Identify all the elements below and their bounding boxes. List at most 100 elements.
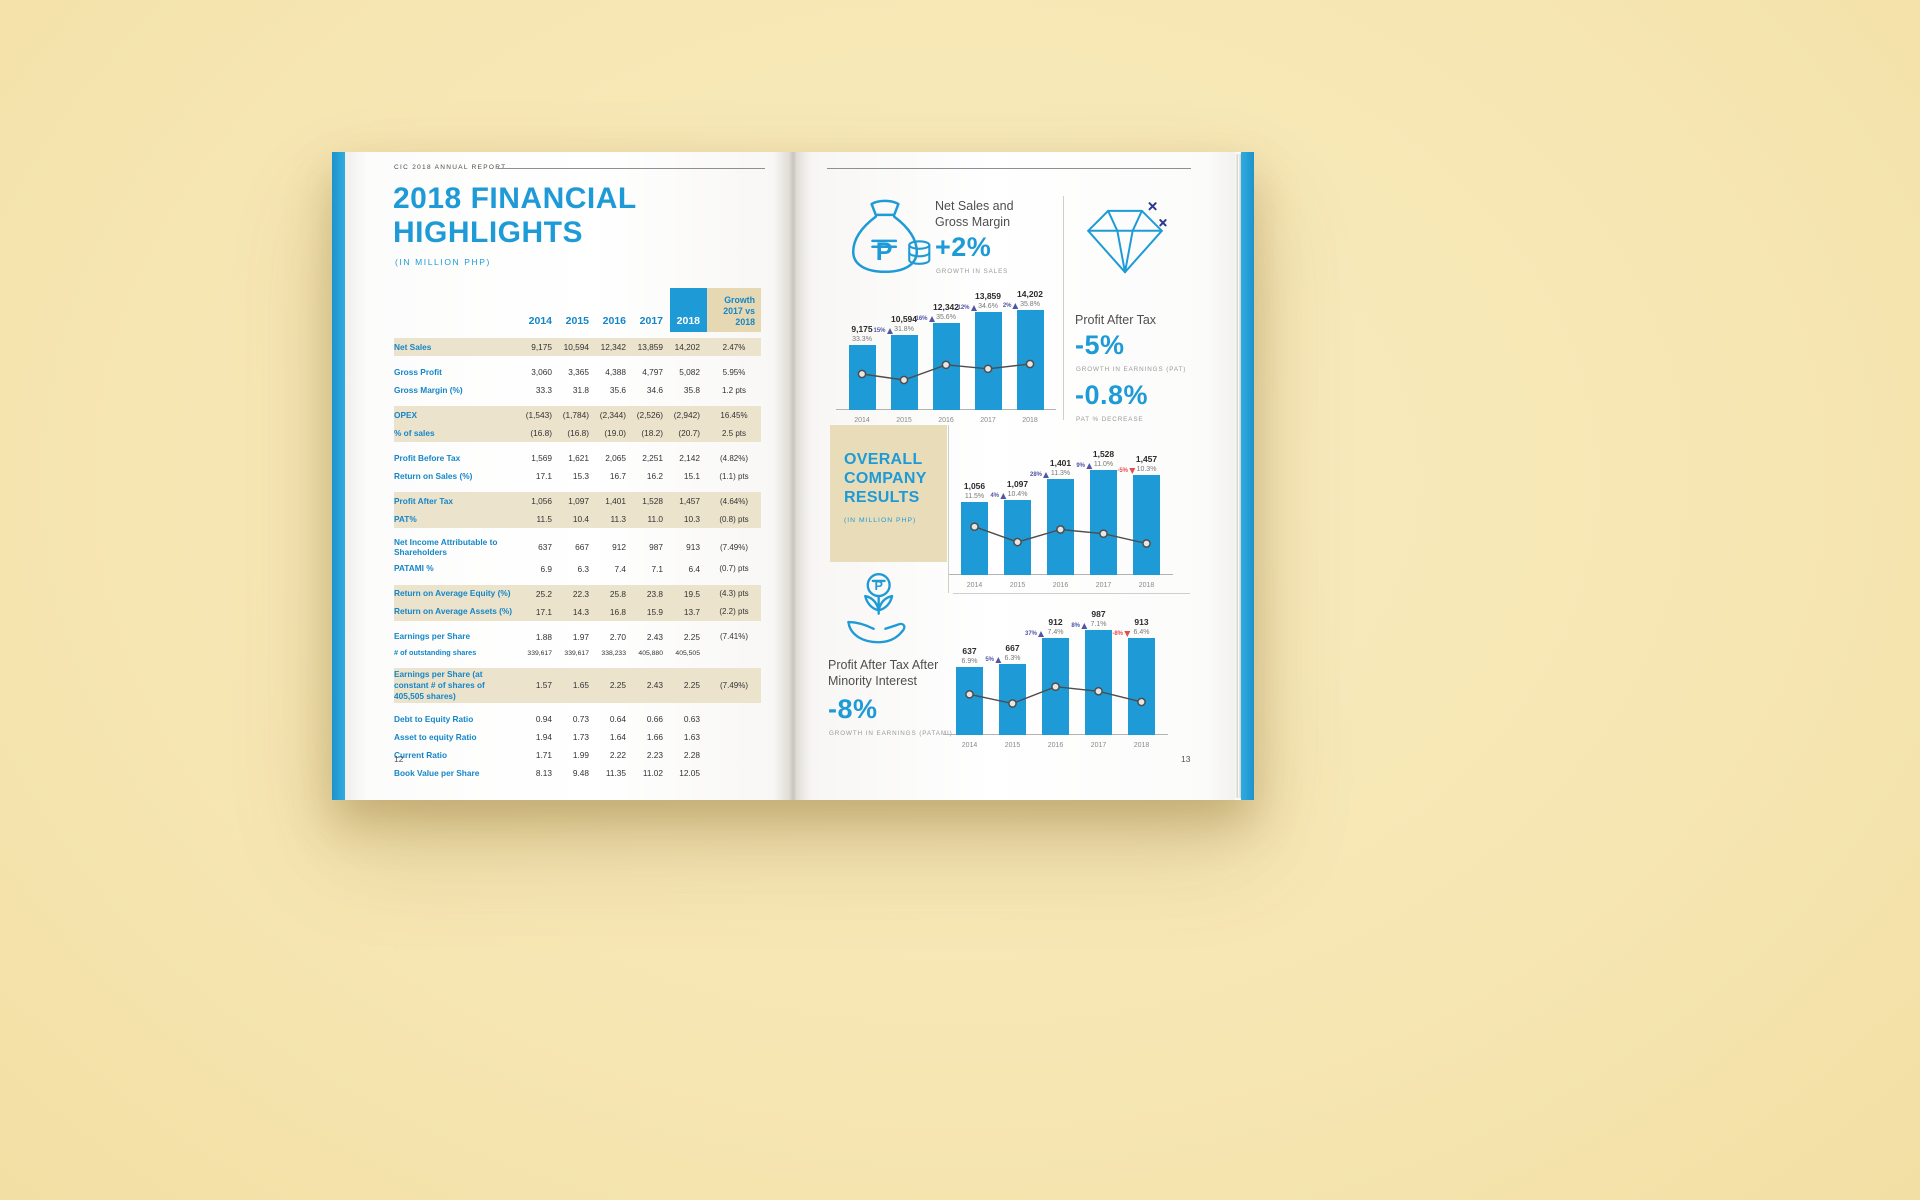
row-label: Earnings per Share [394,631,471,642]
row-label: Gross Margin (%) [394,384,463,395]
row-value: 10.3 [683,514,700,524]
row-value: 35.6 [609,385,626,395]
patami-chart: 637 6.9% 2014 667 6.3% 2015 912 7.4% 2016 987 7.1%… [943,594,1168,751]
row-value: 15.1 [683,471,700,481]
row-value: 338,233 [601,649,626,657]
row-label: Asset to equity Ratio [394,731,477,742]
running-header: CIC 2018 ANNUAL REPORT [394,164,507,171]
row-value: 11.0 [647,514,663,524]
row-value: 1.64 [609,731,626,742]
axis-year-label: 2017 [1095,582,1112,589]
chart-bar [1085,630,1112,735]
row-value: 637 [538,542,552,553]
axis-year-label: 2016 [1047,742,1064,749]
row-value: 2,065 [605,453,626,463]
growth-arrow-label: 2% [1002,303,1012,309]
row-value: 2.25 [609,680,626,691]
bar-percent-label: 11.0% [1093,461,1114,468]
row-value: 5,082 [679,367,700,377]
axis-year-label: 2017 [980,417,996,424]
growth-arrow-label: 16% [915,316,928,322]
overall-results-title: OVERALL COMPANY RESULTS [844,451,947,508]
table-row: Net Sales 9,175 10,594 12,342 13,859 14,202 2.… [394,338,761,356]
pat-growth-stat: -5% [1075,330,1125,360]
row-value: 4,797 [642,367,663,377]
pat-growth-caption: GROWTH IN EARNINGS (PAT) [1076,366,1187,373]
row-value: (2,344) [599,410,626,420]
row-label: PAT% [394,513,417,524]
year-header: 2018 [670,288,707,332]
bar-value-label: 1,528 [1092,449,1115,459]
pat-decrease-caption: PAT % DECREASE [1076,416,1144,423]
row-value: 9.48 [572,767,589,778]
row-value: 10,594 [563,342,589,352]
pat-decrease-stat: -0.8% [1075,380,1149,410]
row-value: 7.1 [651,563,663,574]
chart-bar [1047,479,1074,575]
row-value: 0.63 [683,713,700,724]
bar-percent-label: 35.8% [1020,301,1040,308]
annual-report-spread: CIC 2018 ANNUAL REPORT 2018 FINANCIAL HI… [332,152,1254,800]
table-row: Earnings per Share (at constant # of sha… [394,667,761,703]
chart-bar [1133,475,1160,575]
table-row: Profit After Tax 1,056 1,097 1,401 1,528 1,45… [394,492,761,510]
table-row: Net Income Attributable to Shareholders 6… [394,535,761,560]
row-growth-value: 2.47% [722,342,746,352]
patami-title: Profit After Tax After Minority Interest [828,657,938,690]
page-stack-edge [1235,154,1241,798]
growth-arrow-label: 12% [957,305,970,311]
bar-percent-label: 31.8% [894,326,914,333]
table-row: Gross Margin (%) 33.3 31.8 35.6 34.6 35.8 1.2 … [394,381,761,399]
row-value: 35.8 [683,385,700,395]
row-growth-value: 1.2 pts [721,385,746,395]
row-value: 14.3 [572,606,589,617]
table-header: 2014 2015 2016 2017 2018 Growth 2017 vs 2018 [394,288,761,332]
chart-bar [1042,638,1069,735]
growth-arrow: 12% [957,305,977,311]
page-subtitle: (IN MILLION PHP) [395,257,491,267]
table-row: % of sales (16.8) (16.8) (19.0) (18.2) (20.7)… [394,424,761,442]
growth-arrow: -8% [1112,631,1130,637]
running-header-rule-right [827,168,1191,169]
growth-arrow: 15% [873,328,893,334]
row-label: # of outstanding shares [394,648,477,658]
axis-year-label: 2016 [938,417,954,424]
page-title-line1: 2018 FINANCIAL [393,182,637,215]
row-value: 339,617 [527,649,552,657]
row-value: 17.1 [535,606,552,617]
row-growth-value: (4.64%) [719,496,748,506]
bar-value-label: 1,401 [1049,458,1072,468]
bar-value-label: 1,457 [1135,454,1158,464]
bar-percent-label: 33.3% [852,336,872,343]
row-value: 405,505 [675,649,700,657]
row-value: 1.63 [683,731,700,742]
row-value: 31.8 [572,385,589,395]
chart-bar [1016,310,1044,410]
year-header: 2017 [639,315,663,327]
chart-bar [1090,470,1117,575]
growth-arrow: 37% [1025,631,1044,637]
row-growth-value: (2.2) pts [719,607,749,617]
row-value: 1.97 [572,631,589,642]
year-header: 2016 [602,315,626,327]
row-growth-value: (0.7) pts [719,564,749,574]
row-growth-value: (0.8) pts [719,514,749,524]
arrow-up-icon [1038,631,1044,637]
row-growth-value: (7.41%) [719,632,748,642]
pat-title: Profit After Tax [1075,313,1157,327]
row-value: 12,342 [600,342,626,352]
row-value: 405,880 [638,649,663,657]
overall-line3: RESULTS [844,488,920,506]
table-row: Return on Average Assets (%) 17.1 14.3 16.8… [394,602,761,621]
page-title-line2: HIGHLIGHTS [393,215,583,249]
row-value: 1,457 [679,496,700,506]
axis-year-label: 2018 [1022,417,1038,424]
axis-year-label: 2014 [854,417,870,424]
row-value: 913 [686,542,700,553]
row-value: 16.2 [646,471,663,481]
arrow-up-icon [1012,303,1019,309]
bar-value-label: 1,097 [1006,479,1029,489]
row-value: 34.6 [646,385,663,395]
row-value: 25.2 [535,588,552,599]
table-header-spacer [394,288,522,332]
